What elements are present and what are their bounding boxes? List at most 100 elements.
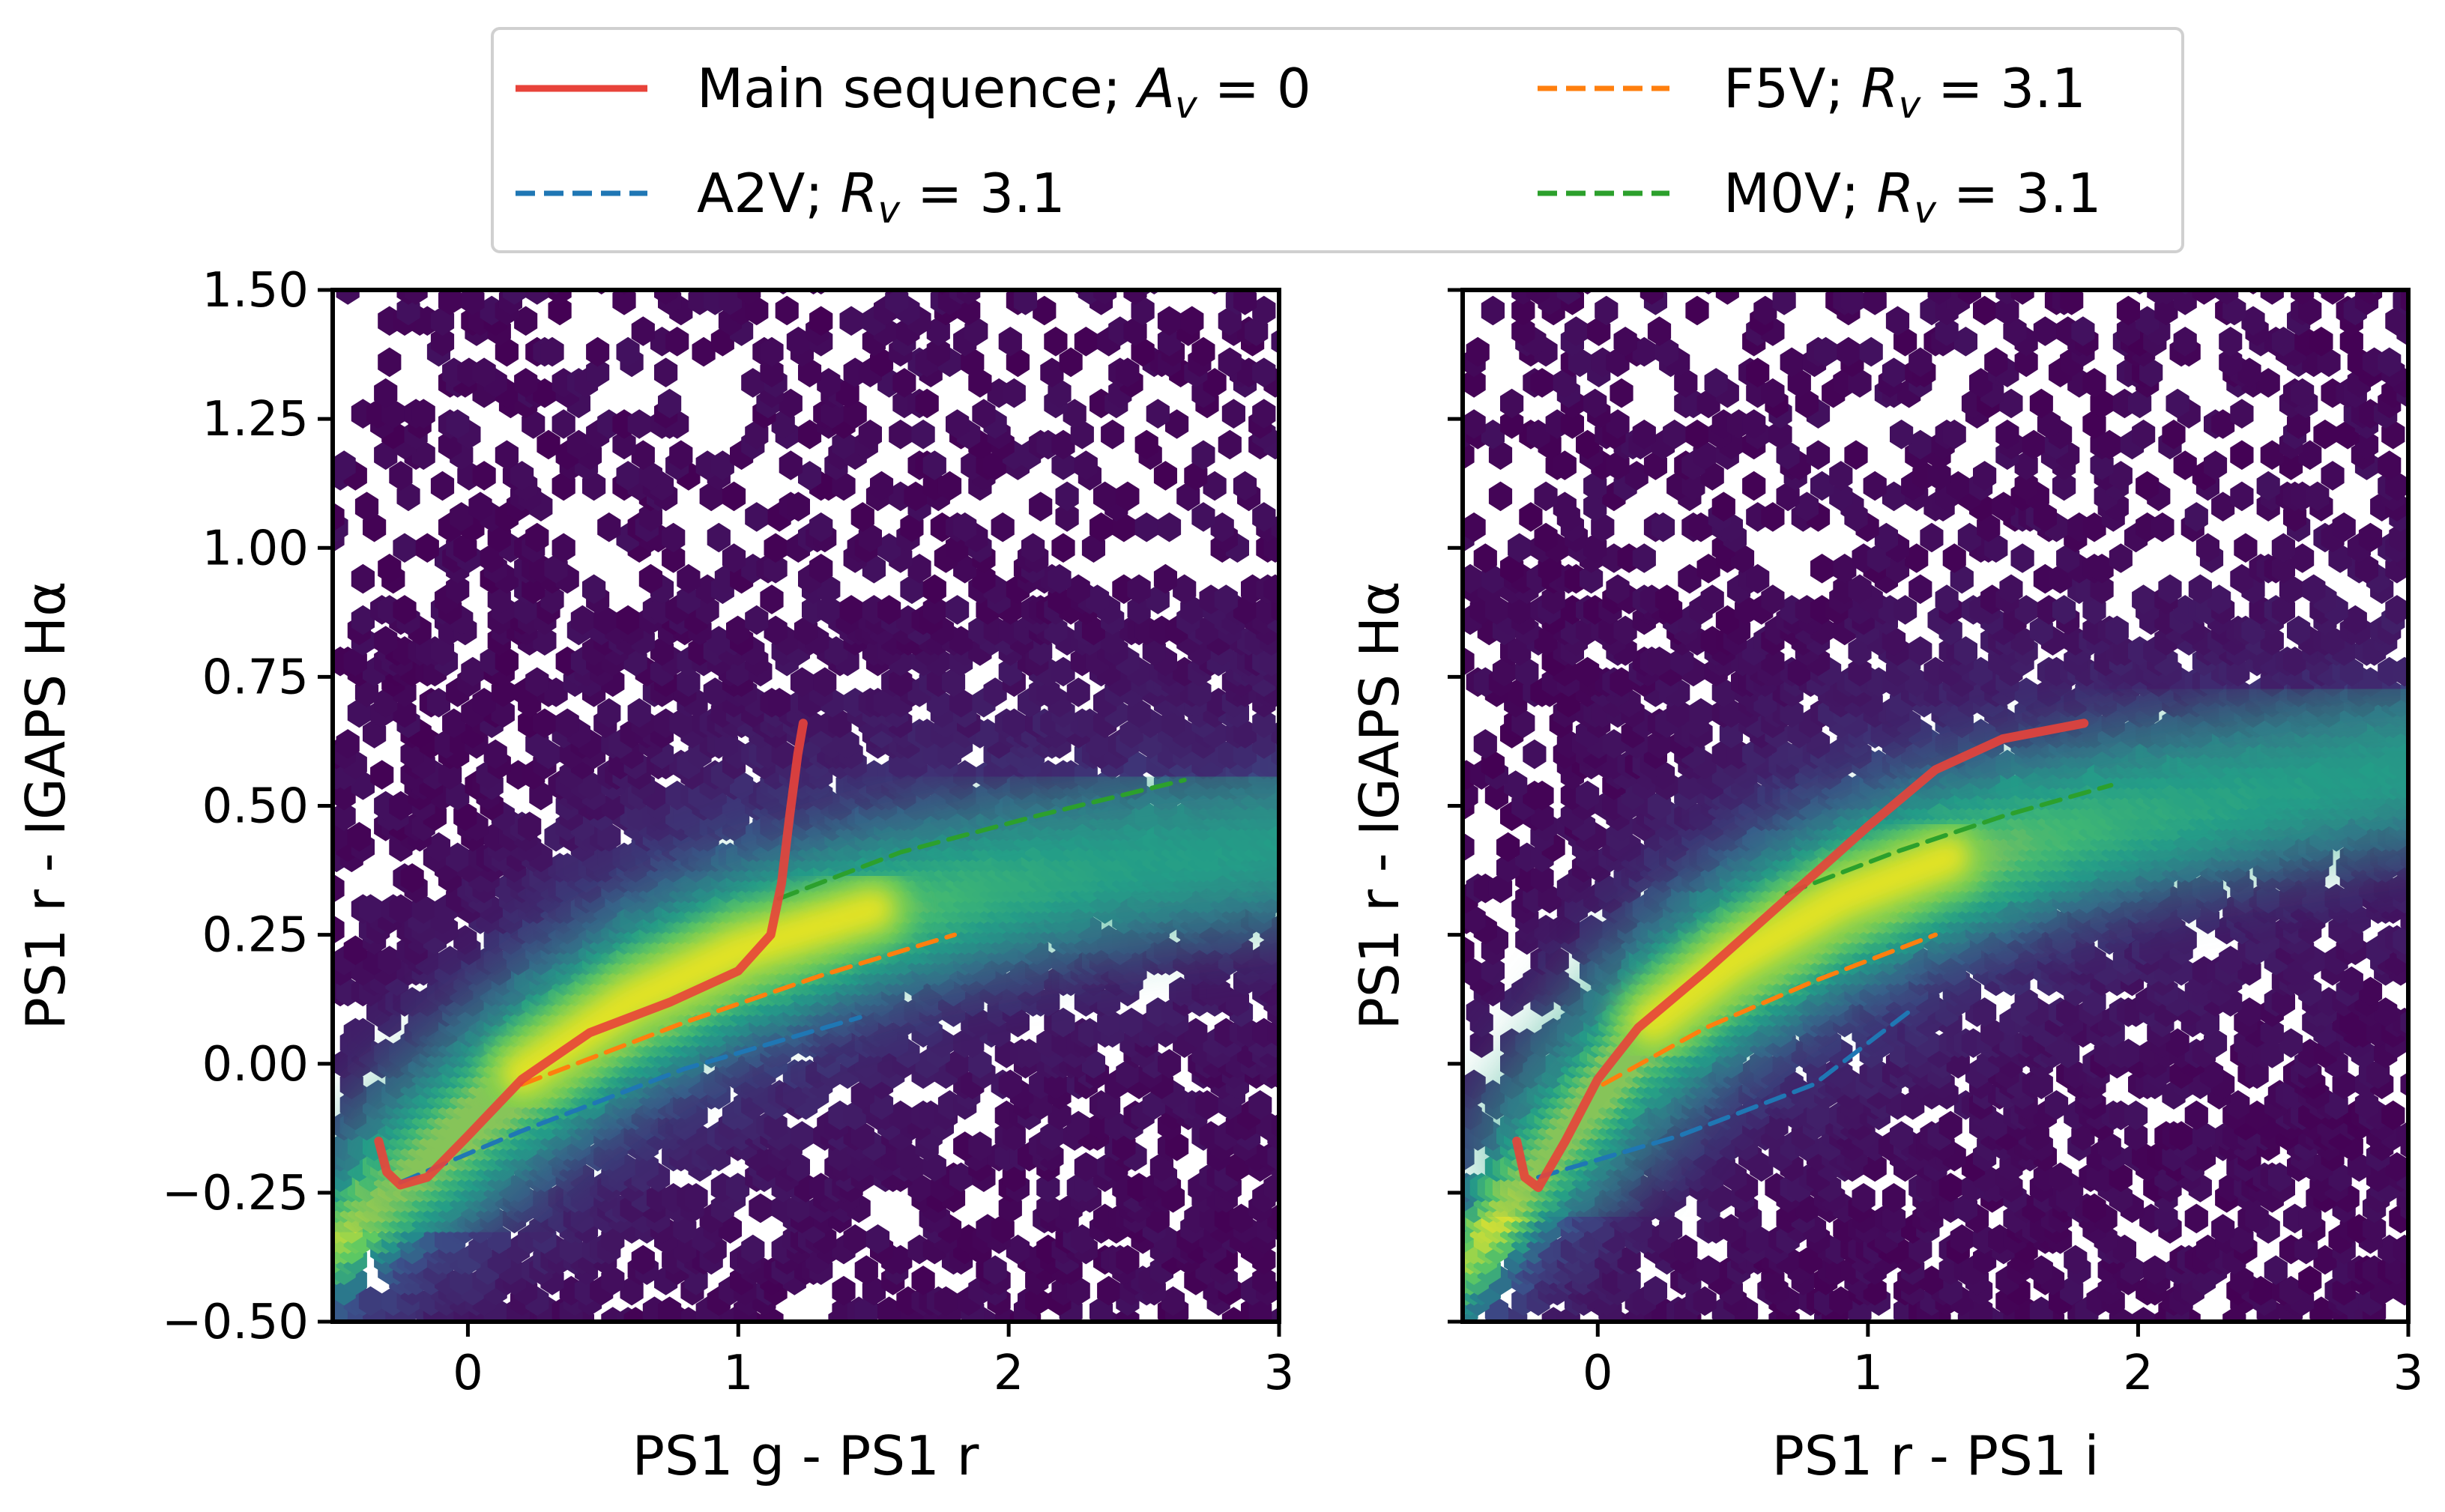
left-hexbin-4197 [1040,357,1064,387]
left-hexbin-4086 [1134,429,1158,460]
left-hexbin-4173 [514,368,538,398]
left-hexbin-233 [1116,1245,1140,1275]
left-hexbin-4199 [1116,357,1140,387]
left-hexbin-1480 [1051,1007,1075,1038]
left-hexbin-3490 [426,688,450,718]
left-y-tick-label: −0.50 [162,1295,309,1350]
left-hexbin-4137 [1146,399,1170,429]
left-y-tick-label: 1.50 [202,263,309,318]
left-hexbin-266 [1006,1234,1030,1265]
left-hexbin-400 [1229,1203,1254,1234]
left-hexbin-2939 [518,811,542,841]
left-hexbin-583 [949,1162,973,1192]
left-hexbin-4177 [741,368,765,398]
left-hexbin-4213 [1059,347,1083,378]
left-hexbin-2246 [358,894,383,924]
right-hexbin-577 [2366,1162,2390,1192]
left-hexbin-3913 [415,533,439,563]
left-hexbin-525 [726,1173,750,1203]
left-hexbin-247 [468,1234,492,1265]
left-x-tick-label: 3 [1264,1346,1295,1401]
left-hexbin-3919 [551,533,575,563]
left-hexbin-3377 [1252,729,1276,759]
left-hexbin-3220 [370,760,394,790]
left-hexbin-1271 [1018,1038,1042,1068]
left-hexbin-3957 [809,512,833,542]
left-hexbin-4179 [817,368,841,398]
left-hexbin-254 [673,1234,697,1265]
left-hexbin-3962 [991,512,1015,542]
legend-label-f5v-text: F5V; [1723,57,1861,120]
left-hexbin-848 [764,1110,788,1141]
left-hexbin-3773 [570,605,594,635]
left-hexbin-4026 [389,461,413,491]
left-hexbin-4072 [1191,440,1215,471]
left-hexbin-4143 [658,388,682,419]
left-hexbin-3873 [638,563,662,594]
left-hexbin-3925 [877,533,901,563]
left-hexbin-1424 [415,1007,439,1038]
left-hexbin-4244 [998,327,1022,357]
left-hexbin-4189 [472,357,496,387]
left-hexbin-4138 [1221,399,1245,429]
left-hexbin-4018 [870,471,894,501]
left-hexbin-4050 [922,450,946,480]
left-hexbin-3982 [468,492,492,521]
left-hexbin-4121 [946,409,970,439]
left-hexbin-1211 [1157,1049,1182,1079]
left-hexbin-4239 [786,327,810,357]
left-hexbin-478 [684,1183,708,1213]
legend-entry-main-sequence: Main sequence; Av = 0 [516,57,1311,127]
right-hexbin-238 [1973,1245,1997,1275]
left-hexbin-3862 [1127,574,1151,605]
left-hexbin-3688 [533,626,557,656]
right-hexbin-20 [2109,1307,2133,1322]
left-hexbin-537 [1036,1173,1060,1203]
right-hexbin-52 [2309,1296,2333,1322]
left-hexbin-3670 [824,636,848,666]
left-hexbin-33 [1221,1307,1245,1322]
left-hexbin-4099 [911,420,935,450]
right-hexbin-194 [2029,1255,2053,1285]
left-hexbin-3815 [946,595,970,625]
left-hexbin-3863 [1173,574,1197,605]
left-hexbin-3977 [850,502,874,532]
legend-label-m0v-text: M0V; [1723,162,1876,225]
left-hexbin-4114 [627,409,651,439]
left-hexbin-21 [760,1307,784,1322]
left-hexbin-303 [865,1224,890,1254]
left-hexbin-4158 [533,378,557,408]
left-hexbin-3997 [722,481,746,512]
left-y-tick-label: −0.25 [162,1166,309,1221]
right-hexbin-470 [1852,1183,1876,1213]
left-hexbin-4246 [1074,327,1098,357]
left-hexbin-4104 [1101,420,1125,450]
left-hexbin-4123 [1165,409,1189,439]
right-hexbin-4 [1556,1307,1580,1322]
right-hexbin-156 [1920,1265,1944,1295]
left-hexbin-2999 [333,801,356,832]
right-hexbin-441 [2082,1193,2106,1224]
left-hexbin-4109 [446,409,470,439]
left-track-f5v [519,932,957,1087]
left-hexbin-4191 [654,357,678,387]
left-hexbin-4235 [430,327,455,357]
left-hexbin-4305 [718,290,742,315]
right-hexbin-360 [2211,1214,2235,1244]
legend-label-m0v-sub: v [1914,188,1937,232]
left-hexbin-185 [983,1255,1007,1285]
left-hexbin-3894 [809,554,833,584]
left-hexbin-3971 [450,502,474,532]
left-hexbin-4319 [548,290,572,305]
left-hexbin-212 [631,1245,655,1275]
legend-label-m0v-var: R [1876,162,1914,225]
legend-label-main-sequence: Main sequence; Av = 0 [697,57,1311,127]
left-hexbin-4277 [839,306,863,336]
left-hexbin-3878 [972,563,996,594]
left-hexbin-1482 [1119,1007,1143,1038]
left-hexbin-3866 [1263,574,1279,605]
left-hexbin-3526 [544,677,568,707]
left-hexbin-71 [358,1286,383,1316]
right-hexbin-180 [1696,1255,1720,1285]
left-hexbin-4248 [1157,327,1182,357]
